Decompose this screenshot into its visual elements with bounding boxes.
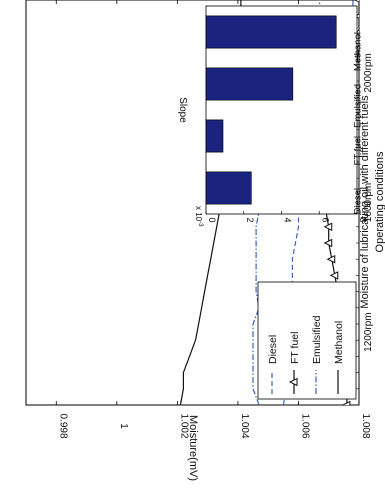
inset-tick-label: 2 xyxy=(245,217,255,222)
legend-label: Methanol xyxy=(333,321,345,364)
inset-category-label: Methanol xyxy=(352,32,363,71)
inset-category-label: Emulsified xyxy=(352,84,363,128)
inset-bars: Diesel FT fuel Emulsified Methanol xyxy=(205,15,363,214)
legend: Diesel FT fuel Emulsified Methanol xyxy=(257,281,357,400)
inset-bar-emulsified xyxy=(205,67,294,101)
main-xlabel: Operating conditions xyxy=(374,151,385,252)
legend-box xyxy=(257,281,357,400)
y-tick-label: 1.008 xyxy=(360,413,371,438)
y-tick-label: 1.002 xyxy=(178,413,189,438)
y-tick-label: 1.006 xyxy=(299,413,310,438)
x-tick-label: 2000rpm xyxy=(363,53,374,92)
legend-label: Emulsified xyxy=(311,315,323,364)
y-tick-label: 1.004 xyxy=(239,413,250,438)
inset-bar-chart: 0 2 4 6 8 Diesel FT fuel Emulsified Methanol Sl… xyxy=(177,5,368,227)
ft-fuel-marker xyxy=(353,0,359,3)
inset-multiplier: x 10-3 xyxy=(194,206,203,227)
x-tick-label: 1600rpm xyxy=(363,183,374,222)
inset-ticks: 0 2 4 6 8 xyxy=(205,211,368,223)
x-tick-label: 1200rpm xyxy=(363,312,374,351)
inset-tick-label: 4 xyxy=(283,217,293,222)
main-ylabel: Moisture(mV) xyxy=(187,415,199,481)
ft-fuel-marker xyxy=(329,271,339,280)
inset-bar-ft-fuel xyxy=(205,119,224,153)
main-ticks: 0.998 1 1.002 1.004 1.006 1.008 1200rpm 1600rpm… xyxy=(55,0,374,439)
y-tick-label: 1 xyxy=(118,423,129,429)
inset-bar-methanol xyxy=(205,15,337,49)
y-tick-label: 0.998 xyxy=(57,413,68,438)
legend-label: Diesel xyxy=(267,335,279,364)
legend-label: FT fuel xyxy=(289,332,301,364)
ft-fuel-marker xyxy=(341,400,351,405)
inset-tick-label: 8 xyxy=(358,217,368,222)
inset-multiplier-base: x 10 xyxy=(194,206,203,222)
ft-fuel-marker xyxy=(323,222,333,232)
inset-category-label: FT fuel xyxy=(352,136,363,165)
ft-fuel-marker xyxy=(323,238,333,248)
main-title: Moisture of lubricating oil with differe… xyxy=(359,95,371,309)
ft-fuel-marker xyxy=(326,254,336,264)
inset-tick-label: 0 xyxy=(207,217,217,222)
inset-ylabel: Slope xyxy=(177,97,188,123)
inset-multiplier-exponent: -3 xyxy=(197,221,203,227)
inset-bar-diesel xyxy=(205,171,252,205)
inset-category-label: Diesel xyxy=(352,188,363,214)
inset-tick-label: 6 xyxy=(320,217,330,222)
legend-marker xyxy=(288,377,298,387)
